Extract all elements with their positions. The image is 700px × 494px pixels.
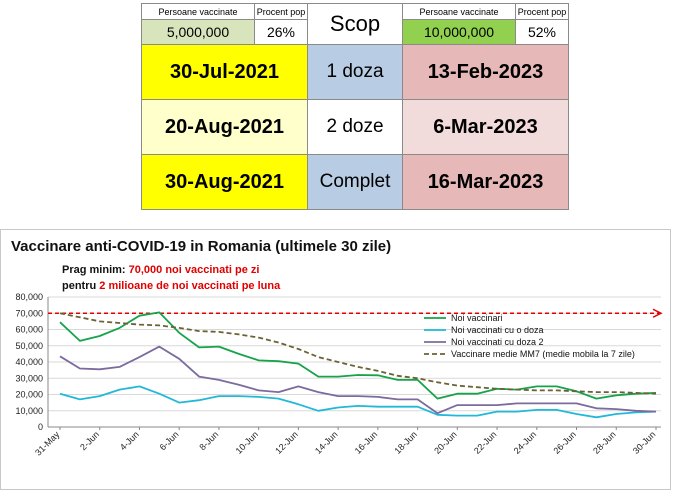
threshold-annotation-line2: pentru 2 milioane de noi vaccinati pe lu… [62, 280, 281, 292]
legend-label: Noi vaccinari [451, 313, 503, 323]
y-tick-label: 0 [38, 422, 43, 432]
scop-cell: Scop [307, 3, 403, 45]
x-tick-label: 31-May [33, 429, 62, 458]
summary-table: Persoane vaccinate Procent pop Scop Pers… [141, 3, 569, 210]
series-line-2 [59, 385, 657, 419]
x-tick-label: 14-Jun [313, 429, 340, 456]
dose-label-cell: 1 doza [307, 44, 403, 100]
left-value-cell: 5,000,000 [141, 19, 255, 45]
left-pct-header-cell: Procent pop [254, 3, 308, 20]
right-header-cell: Persoane vaccinate [402, 3, 516, 20]
x-tick-label: 22-Jun [472, 429, 499, 456]
y-tick-label: 70,000 [15, 308, 43, 318]
dose-label-cell: Complet [307, 154, 403, 210]
x-tick-label: 18-Jun [392, 429, 419, 456]
y-tick-label: 30,000 [15, 373, 43, 383]
threshold-arrowhead [652, 308, 663, 318]
x-tick-label: 28-Jun [591, 429, 618, 456]
dose-label-cell: 2 doze [307, 99, 403, 155]
series-line-3 [59, 345, 657, 415]
y-tick-label: 50,000 [15, 341, 43, 351]
y-tick-label: 40,000 [15, 357, 43, 367]
y-tick-label: 80,000 [15, 292, 43, 302]
y-tick-label: 60,000 [15, 325, 43, 335]
left-date-cell: 20-Aug-2021 [141, 99, 308, 155]
y-tick-label: 10,000 [15, 406, 43, 416]
x-tick-label: 8-Jun [197, 429, 220, 452]
series-line-4 [59, 312, 657, 395]
x-tick-label: 2-Jun [78, 429, 101, 452]
x-tick-label: 30-Jun [631, 429, 658, 456]
x-tick-label: 20-Jun [432, 429, 459, 456]
right-date-cell: 13-Feb-2023 [402, 44, 569, 100]
right-value-cell: 10,000,000 [402, 19, 516, 45]
legend-label: Noi vaccinati cu doza 2 [451, 337, 544, 347]
x-tick-label: 24-Jun [512, 429, 539, 456]
left-header-cell: Persoane vaccinate [141, 3, 255, 20]
series-line-1 [59, 311, 657, 400]
left-date-cell: 30-Jul-2021 [141, 44, 308, 100]
x-tick-label: 4-Jun [118, 429, 141, 452]
right-date-cell: 6-Mar-2023 [402, 99, 569, 155]
chart-svg: Vaccinare anti-COVID-19 in Romania (ulti… [11, 238, 663, 458]
legend-label: Vaccinare medie MM7 (medie mobila la 7 z… [451, 349, 635, 359]
y-tick-label: 20,000 [15, 390, 43, 400]
x-tick-label: 10-Jun [234, 429, 261, 456]
right-date-cell: 16-Mar-2023 [402, 154, 569, 210]
x-tick-label: 16-Jun [353, 429, 380, 456]
legend-label: Noi vaccinati cu o doza [451, 325, 544, 335]
left-pct-cell: 26% [254, 19, 308, 45]
x-tick-label: 26-Jun [551, 429, 578, 456]
right-pct-cell: 52% [515, 19, 569, 45]
x-tick-label: 6-Jun [158, 429, 181, 452]
right-pct-header-cell: Procent pop [515, 3, 569, 20]
threshold-annotation-line1: Prag minim: 70,000 noi vaccinati pe zi [62, 264, 259, 276]
left-date-cell: 30-Aug-2021 [141, 154, 308, 210]
chart-title: Vaccinare anti-COVID-19 in Romania (ulti… [11, 238, 391, 255]
chart-panel: Vaccinare anti-COVID-19 in Romania (ulti… [0, 229, 671, 490]
x-tick-label: 12-Jun [273, 429, 300, 456]
